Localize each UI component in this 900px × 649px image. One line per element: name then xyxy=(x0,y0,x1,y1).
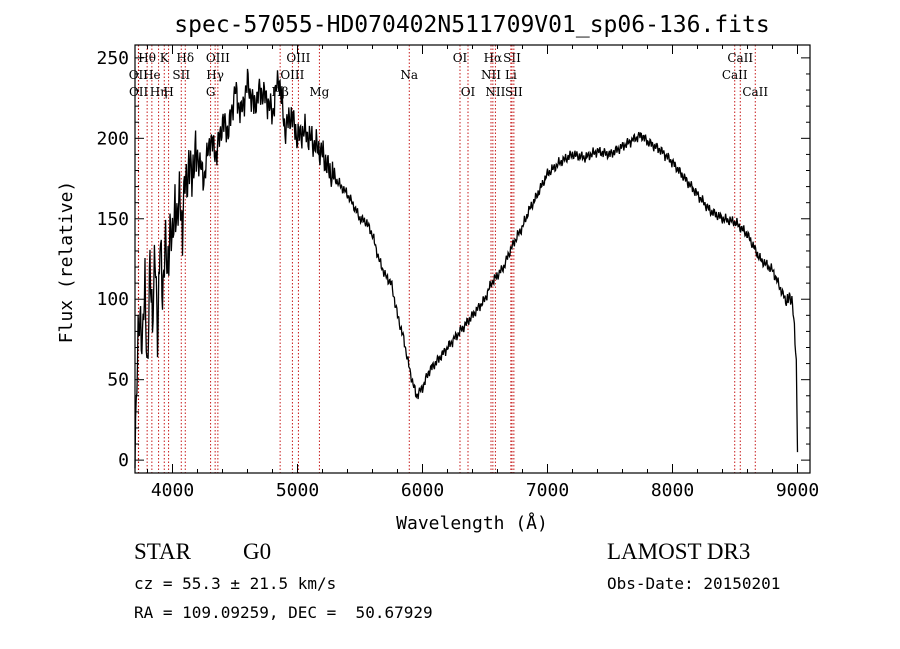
line-marker-label: He xyxy=(143,68,161,82)
object-subclass: G0 xyxy=(243,539,272,564)
coordinates: RA = 109.09259, DEC = 50.67929 xyxy=(134,603,433,622)
line-marker-label: Li xyxy=(505,68,517,82)
y-tick-label: 200 xyxy=(96,128,129,149)
line-marker-label: CaII xyxy=(742,85,768,99)
observation-date: Obs-Date: 20150201 xyxy=(607,574,781,593)
y-tick-label: 250 xyxy=(96,48,129,69)
chart-title: spec-57055-HD070402N511709V01_sp06-136.f… xyxy=(174,12,769,38)
line-marker-label: OIII xyxy=(206,51,230,65)
line-marker-label: Hγ xyxy=(206,68,224,82)
y-tick-label: 150 xyxy=(96,209,129,230)
y-axis-label: Flux (relative) xyxy=(56,181,77,344)
spectrum-line xyxy=(134,68,799,469)
line-marker-label: OII xyxy=(129,85,149,99)
line-marker-label: H xyxy=(163,85,173,99)
redshift-velocity: cz = 55.3 ± 21.5 km/s xyxy=(134,574,337,593)
line-marker-label: OIII xyxy=(286,51,310,65)
line-marker-label: SII xyxy=(503,51,521,65)
y-tick-label: 0 xyxy=(118,450,129,471)
line-marker-label: Na xyxy=(400,68,418,82)
line-marker-label: Hα xyxy=(484,51,503,65)
line-marker-label: Hθ xyxy=(138,51,156,65)
line-marker-label: SII xyxy=(172,68,190,82)
line-marker-label: Hδ xyxy=(176,51,194,65)
plot-axes: 4000 5000 6000 7000 8000 9000 0 50 100 150 200 250 xyxy=(96,44,819,501)
y-tick-label: 50 xyxy=(107,370,129,391)
survey-name: LAMOST DR3 xyxy=(607,539,751,564)
line-marker-label: NII xyxy=(485,85,505,99)
line-marker-label: OIII xyxy=(280,68,304,82)
line-marker-label: CaII xyxy=(722,68,748,82)
line-marker-label: OI xyxy=(453,51,468,65)
line-marker-label: SII xyxy=(505,85,523,99)
line-marker-label: G xyxy=(206,85,216,99)
y-tick-label: 100 xyxy=(96,289,129,310)
x-tick-label: 9000 xyxy=(776,480,819,501)
line-marker-label: CaII xyxy=(727,51,753,65)
line-marker-label: OII xyxy=(129,68,149,82)
line-marker-label: Hη xyxy=(150,85,168,99)
plot-frame xyxy=(134,44,811,474)
line-marker-label: K xyxy=(160,51,170,65)
object-class: STAR xyxy=(134,539,191,564)
line-marker-label: Mg xyxy=(309,85,329,99)
x-tick-label: 7000 xyxy=(526,480,569,501)
line-marker-label: NII xyxy=(481,68,501,82)
x-tick-label: 4000 xyxy=(151,480,194,501)
x-tick-label: 5000 xyxy=(276,480,319,501)
x-tick-label: 8000 xyxy=(651,480,694,501)
x-axis-label: Wavelength (Å) xyxy=(396,512,548,534)
x-tick-label: 6000 xyxy=(401,480,444,501)
line-marker-label: OI xyxy=(461,85,476,99)
